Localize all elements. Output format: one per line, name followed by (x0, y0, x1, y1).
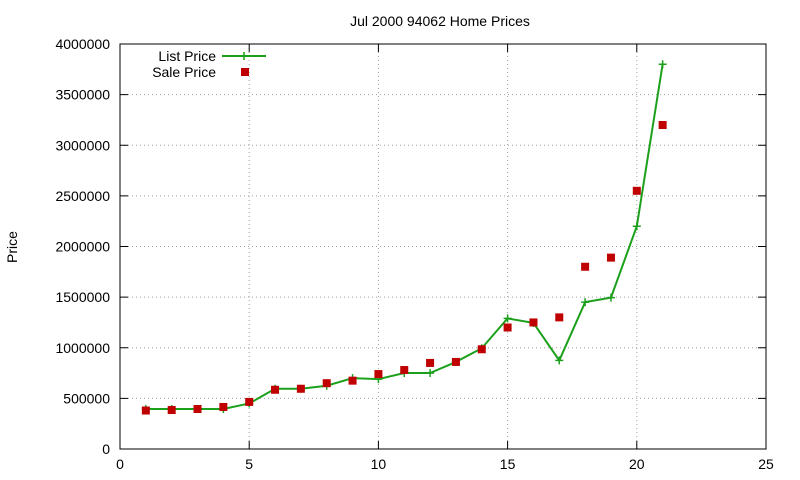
sale-price-point (219, 402, 228, 411)
legend-sample-list-price-marker (240, 52, 248, 60)
list-price-point (555, 356, 564, 365)
chart-title: Jul 2000 94062 Home Prices (350, 13, 530, 29)
legend-label-sale-price: Sale Price (152, 64, 216, 80)
x-tick-label: 25 (758, 456, 774, 472)
y-axis-label: Price (4, 231, 20, 263)
list-price-point (632, 222, 641, 231)
legend-sample-sale-price-marker (241, 68, 249, 76)
x-tick-label: 10 (371, 456, 387, 472)
sale-price-point (477, 345, 486, 354)
axes: 0 500000 1000000 1500000 2000000 2500000 30000… (55, 36, 774, 472)
sale-price-point (426, 358, 435, 367)
sale-price-point (374, 370, 383, 379)
plot-border (119, 43, 767, 450)
sale-price-point (529, 318, 538, 327)
sale-price-point (193, 405, 202, 414)
y-tick-label: 4000000 (55, 36, 110, 52)
y-tick-label: 3500000 (55, 87, 110, 103)
y-tick-label: 2000000 (55, 239, 110, 255)
y-tick-label: 1500000 (55, 289, 110, 305)
sale-price-point (451, 357, 460, 366)
sale-price-point (322, 379, 331, 388)
list-price-line (145, 64, 664, 411)
sale-price-point (606, 253, 615, 262)
sale-price-point (296, 384, 305, 393)
x-tick-label: 5 (245, 456, 253, 472)
list-price-point (606, 293, 615, 302)
x-tick-label: 0 (116, 456, 124, 472)
sale-price-point (400, 366, 409, 375)
legend-label-list-price: List Price (158, 48, 216, 64)
x-tick-label: 15 (500, 456, 516, 472)
sale-price-point (141, 406, 150, 415)
y-tick-label: 0 (102, 441, 110, 457)
y-tick-label: 500000 (63, 390, 110, 406)
sale-price-point (503, 323, 512, 332)
legend: List Price Sale Price (152, 48, 266, 80)
y-tick-label: 3000000 (55, 137, 110, 153)
list-price-point (581, 298, 590, 307)
grid (120, 44, 766, 449)
list-price-point (658, 60, 667, 69)
sale-price-point (581, 262, 590, 271)
sale-price-point (658, 121, 667, 129)
sale-price-point (167, 406, 176, 415)
y-tick-label: 2500000 (55, 188, 110, 204)
y-tick-label: 1000000 (55, 340, 110, 356)
x-tick-label: 20 (629, 456, 645, 472)
sale-price-point (348, 376, 357, 385)
list-price-point (503, 314, 512, 323)
sale-price-point (245, 397, 254, 406)
sale-price-point (271, 385, 280, 394)
sale-price-point (632, 186, 641, 195)
series-layer (141, 60, 667, 415)
sale-price-point (555, 313, 564, 322)
list-price-point (426, 369, 435, 378)
